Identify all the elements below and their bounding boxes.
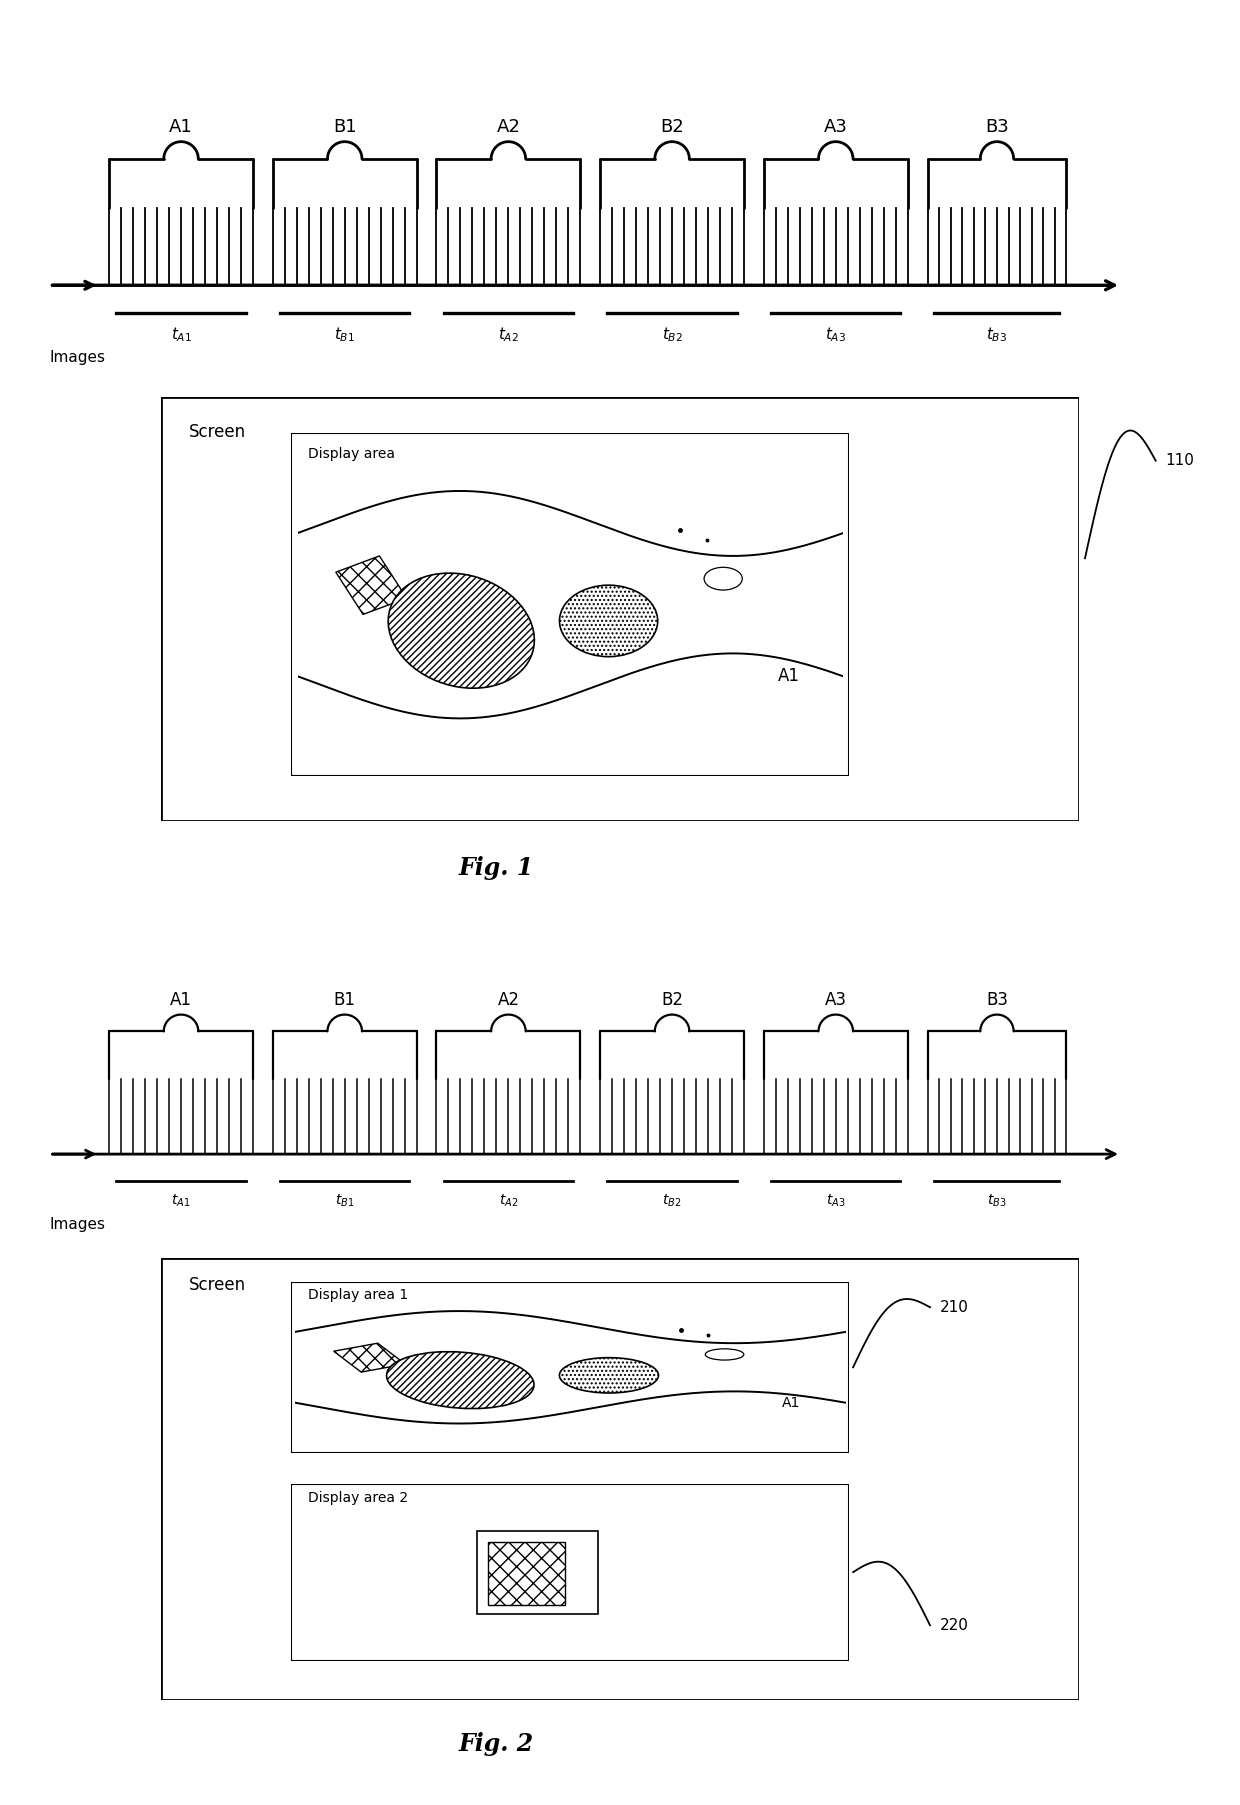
- Polygon shape: [336, 556, 407, 614]
- Text: A1: A1: [169, 117, 193, 135]
- Polygon shape: [334, 1343, 405, 1372]
- Ellipse shape: [559, 585, 657, 657]
- Text: $t_{B3}$: $t_{B3}$: [986, 325, 1008, 345]
- Text: Fig. 1: Fig. 1: [459, 856, 533, 881]
- Text: 220: 220: [940, 1617, 968, 1634]
- Text: A1: A1: [777, 668, 800, 686]
- Bar: [477, 1531, 598, 1614]
- Text: $t_{A2}$: $t_{A2}$: [498, 325, 518, 345]
- Text: $t_{B3}$: $t_{B3}$: [987, 1193, 1007, 1209]
- Text: B2: B2: [660, 117, 684, 135]
- Ellipse shape: [559, 1357, 658, 1393]
- Text: $t_{B2}$: $t_{B2}$: [662, 1193, 682, 1209]
- Text: B3: B3: [986, 991, 1008, 1009]
- Text: A2: A2: [497, 991, 520, 1009]
- Bar: [487, 1541, 565, 1605]
- Text: A2: A2: [496, 117, 521, 135]
- Text: $t_{B1}$: $t_{B1}$: [335, 325, 355, 345]
- Text: Screen: Screen: [188, 1276, 246, 1294]
- Text: $t_{B2}$: $t_{B2}$: [662, 325, 682, 345]
- Text: $t_{A1}$: $t_{A1}$: [171, 325, 191, 345]
- Text: A3: A3: [823, 117, 848, 135]
- Text: A1: A1: [781, 1395, 800, 1410]
- Text: B2: B2: [661, 991, 683, 1009]
- Ellipse shape: [388, 574, 534, 688]
- Text: 210: 210: [940, 1300, 968, 1314]
- Text: Display area 1: Display area 1: [308, 1289, 408, 1303]
- Text: Images: Images: [50, 350, 105, 365]
- Text: B1: B1: [334, 991, 356, 1009]
- Text: Images: Images: [50, 1217, 105, 1233]
- Text: $t_{A3}$: $t_{A3}$: [825, 325, 847, 345]
- Text: $t_{A3}$: $t_{A3}$: [826, 1193, 846, 1209]
- Ellipse shape: [387, 1352, 534, 1408]
- Text: Display area 2: Display area 2: [308, 1491, 408, 1505]
- Text: A1: A1: [170, 991, 192, 1009]
- Text: B3: B3: [985, 117, 1009, 135]
- Text: $t_{B1}$: $t_{B1}$: [335, 1193, 355, 1209]
- Text: A3: A3: [825, 991, 847, 1009]
- Text: Display area: Display area: [308, 448, 396, 460]
- Text: $t_{A1}$: $t_{A1}$: [171, 1193, 191, 1209]
- Text: 110: 110: [1166, 453, 1194, 467]
- Text: Screen: Screen: [188, 422, 246, 440]
- Text: Fig. 2: Fig. 2: [459, 1731, 533, 1756]
- Text: B1: B1: [332, 117, 357, 135]
- Text: $t_{A2}$: $t_{A2}$: [498, 1193, 518, 1209]
